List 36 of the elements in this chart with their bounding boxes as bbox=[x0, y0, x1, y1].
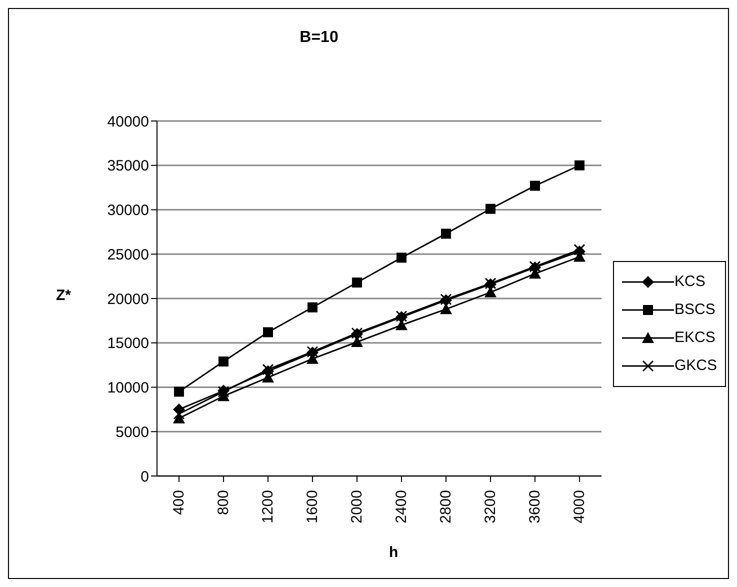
point bbox=[174, 386, 184, 397]
y-tick-label: 0 bbox=[140, 468, 149, 486]
point bbox=[307, 302, 318, 312]
x-tick-label: 1600 bbox=[304, 490, 321, 524]
point bbox=[352, 278, 362, 288]
point bbox=[262, 327, 273, 338]
point bbox=[530, 180, 540, 191]
chart-title: B=10 bbox=[298, 29, 340, 47]
y-tick-label: 5000 bbox=[116, 424, 149, 441]
legend-label: BSCS bbox=[674, 301, 716, 318]
y-tick-label: 10000 bbox=[107, 380, 149, 397]
y-tick-label: 40000 bbox=[107, 113, 149, 130]
legend-label: EKCS bbox=[674, 329, 716, 346]
x-tick-label: 4000 bbox=[570, 490, 588, 524]
point bbox=[440, 228, 451, 239]
x-tick-label: 1200 bbox=[259, 490, 276, 524]
y-axis-title: Z* bbox=[56, 287, 71, 304]
legend-label: GKCS bbox=[674, 357, 717, 374]
y-tick-label: 25000 bbox=[107, 246, 149, 264]
x-tick-label: 2400 bbox=[392, 490, 410, 524]
x-tick-label: 2000 bbox=[348, 490, 366, 524]
y-tick-label: 35000 bbox=[107, 158, 149, 175]
y-tick-label: 30000 bbox=[107, 202, 149, 220]
point bbox=[218, 356, 228, 367]
point bbox=[574, 160, 584, 170]
x-tick-label: 3600 bbox=[526, 490, 544, 524]
x-tick-label: 800 bbox=[215, 490, 232, 516]
y-tick-label: 20000 bbox=[107, 290, 149, 308]
x-tick-label: 400 bbox=[170, 490, 188, 516]
y-tick-label: 15000 bbox=[107, 335, 149, 352]
x-tick-label: 3200 bbox=[482, 490, 499, 524]
legend-label: KCS bbox=[674, 273, 706, 290]
point bbox=[396, 252, 406, 263]
point bbox=[485, 204, 496, 214]
x-tick-label: 2800 bbox=[437, 490, 454, 524]
x-axis-title: h bbox=[389, 544, 398, 561]
